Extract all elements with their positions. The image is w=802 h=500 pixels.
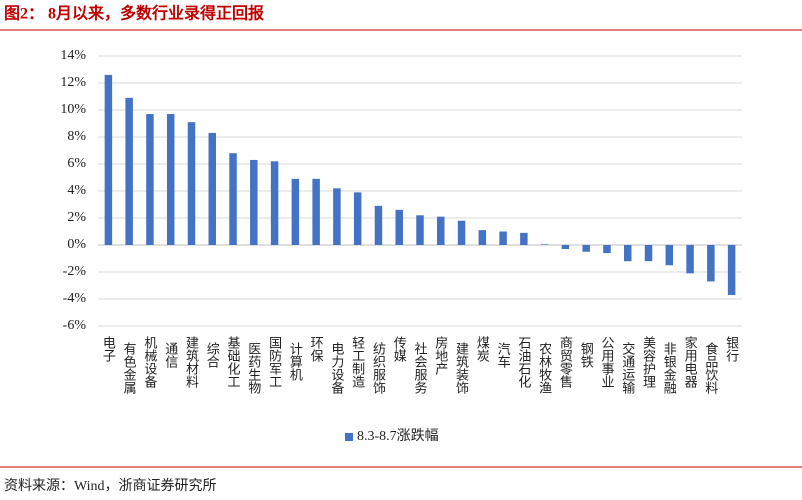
x-tick-label: 轻工制造 bbox=[350, 336, 365, 389]
bar bbox=[727, 245, 736, 295]
x-tick-label: 煤炭 bbox=[475, 336, 490, 363]
y-tick-label: -4% bbox=[63, 291, 87, 306]
bar bbox=[582, 245, 590, 252]
x-tick-label: 社会服务 bbox=[413, 341, 428, 394]
x-tick-label: 有色金属 bbox=[122, 342, 137, 395]
legend-swatch bbox=[345, 433, 353, 441]
x-tick-label: 石油石化 bbox=[516, 336, 531, 389]
bar bbox=[208, 132, 216, 245]
bar bbox=[250, 159, 258, 245]
y-tick-label: 14% bbox=[60, 48, 86, 63]
x-tick-label: 计算机 bbox=[288, 342, 303, 382]
x-tick-label: 综合 bbox=[205, 342, 220, 368]
bar bbox=[603, 245, 611, 254]
x-tick-label: 纺织服饰 bbox=[371, 342, 386, 394]
x-tick-label: 美容护理 bbox=[641, 336, 656, 388]
bar bbox=[561, 245, 570, 250]
bar bbox=[374, 205, 383, 245]
x-tick-label: 钢铁 bbox=[579, 342, 594, 368]
x-tick-label: 农林牧渔 bbox=[537, 342, 552, 394]
x-tick-label: 非银金融 bbox=[662, 342, 677, 394]
bar bbox=[457, 220, 466, 245]
x-tick-label: 房地产 bbox=[433, 335, 448, 376]
bar bbox=[104, 74, 113, 246]
bar bbox=[478, 230, 487, 245]
x-tick-label: 国防军工 bbox=[267, 336, 282, 388]
bar bbox=[520, 232, 528, 245]
bar bbox=[644, 245, 653, 262]
x-tick-label: 基础化工 bbox=[226, 336, 241, 388]
bar bbox=[499, 231, 507, 245]
x-tick-label: 环保 bbox=[309, 336, 324, 362]
x-tick-label: 交通运输 bbox=[620, 341, 635, 394]
bar bbox=[333, 188, 341, 245]
y-tick-label: -6% bbox=[63, 318, 87, 333]
x-tick-label: 电力设备 bbox=[329, 342, 344, 395]
x-tick-label: 公用事业 bbox=[599, 336, 614, 388]
y-tick-label: 6% bbox=[67, 156, 86, 171]
x-tick-label: 商贸零售 bbox=[558, 336, 573, 388]
y-tick-label: 12% bbox=[60, 75, 86, 90]
source-note: 资料来源：Wind，浙商证券研究所 bbox=[4, 478, 217, 494]
bar bbox=[624, 245, 632, 262]
x-tick-label: 汽车 bbox=[496, 342, 511, 368]
bar bbox=[353, 192, 362, 245]
y-tick-label: 2% bbox=[67, 210, 86, 225]
bar bbox=[707, 245, 715, 282]
bar bbox=[229, 153, 237, 245]
bar bbox=[187, 122, 196, 245]
bar bbox=[416, 215, 424, 245]
bar bbox=[395, 209, 403, 245]
x-tick-label: 银行 bbox=[724, 336, 739, 363]
y-tick-label: 10% bbox=[60, 102, 86, 117]
bar bbox=[540, 244, 549, 245]
x-tick-label: 机械设备 bbox=[142, 336, 157, 389]
x-tick-label: 建筑材料 bbox=[184, 336, 199, 388]
bar bbox=[166, 114, 175, 245]
y-tick-label: -2% bbox=[63, 264, 87, 279]
bar bbox=[146, 114, 154, 245]
legend-label: 8.3-8.7涨跌幅 bbox=[357, 428, 439, 444]
bar bbox=[437, 216, 445, 245]
bar bbox=[312, 178, 320, 245]
y-tick-label: 0% bbox=[67, 237, 86, 252]
y-tick-label: 4% bbox=[67, 183, 86, 198]
x-tick-label: 医药生物 bbox=[246, 342, 261, 395]
bar bbox=[291, 178, 300, 245]
y-tick-label: 8% bbox=[67, 129, 86, 144]
bar bbox=[270, 161, 279, 245]
x-tick-label: 食品饮料 bbox=[703, 341, 718, 394]
bar bbox=[125, 97, 133, 245]
chart-title: 图2： 8月以来，多数行业录得正回报 bbox=[4, 4, 264, 23]
x-tick-label: 家用电器 bbox=[683, 335, 698, 389]
x-tick-label: 建筑装饰 bbox=[454, 342, 469, 394]
bar bbox=[686, 245, 694, 274]
x-tick-label: 通信 bbox=[163, 342, 178, 368]
x-tick-label: 传媒 bbox=[392, 336, 407, 362]
x-tick-label: 电子 bbox=[101, 336, 116, 362]
bar bbox=[665, 245, 674, 266]
